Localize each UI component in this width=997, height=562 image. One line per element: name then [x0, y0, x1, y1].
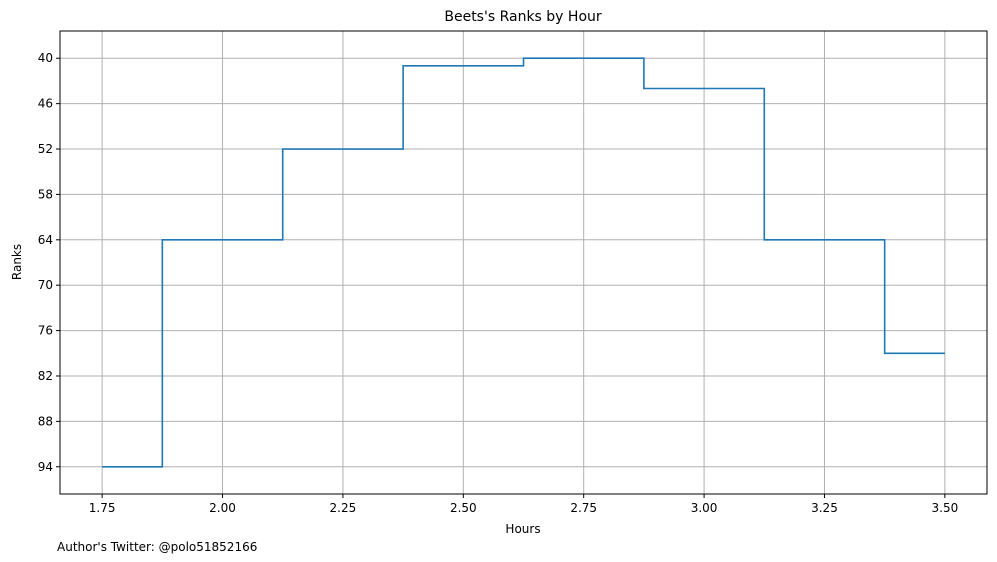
x-axis-label: Hours: [505, 522, 540, 536]
x-tick-label: 2.75: [570, 501, 597, 515]
y-tick-label: 46: [38, 97, 53, 111]
x-tick-label: 3.25: [811, 501, 838, 515]
x-tick-label: 2.50: [450, 501, 477, 515]
author-credit: Author's Twitter: @polo51852166: [57, 540, 257, 554]
y-tick-label: 52: [38, 142, 53, 156]
y-axis-label: Ranks: [10, 244, 24, 280]
y-tick-label: 82: [38, 369, 53, 383]
y-tick-label: 94: [38, 460, 53, 474]
y-tick-label: 76: [38, 324, 53, 338]
y-tick-label: 88: [38, 414, 53, 428]
y-tick-label: 64: [38, 233, 53, 247]
x-tick-label: 1.75: [89, 501, 116, 515]
x-axis: 1.75 2.00 2.25 2.50 2.75 3.00 3.25 3.50: [89, 494, 958, 515]
y-axis: 40 46 52 58 64 70 76 82 88 94: [38, 51, 60, 474]
x-tick-label: 2.00: [209, 501, 236, 515]
plot-frame: [59, 30, 988, 495]
plot-background: [60, 31, 987, 494]
y-tick-label: 58: [38, 187, 53, 201]
y-tick-label: 40: [38, 51, 53, 65]
series-group: [102, 57, 945, 468]
chart-title: Beets's Ranks by Hour: [444, 9, 602, 25]
x-tick-label: 3.00: [691, 501, 718, 515]
x-tick-label: 2.25: [330, 501, 357, 515]
rank-step-line: [102, 57, 945, 468]
y-tick-label: 70: [38, 278, 53, 292]
x-tick-label: 3.50: [932, 501, 959, 515]
